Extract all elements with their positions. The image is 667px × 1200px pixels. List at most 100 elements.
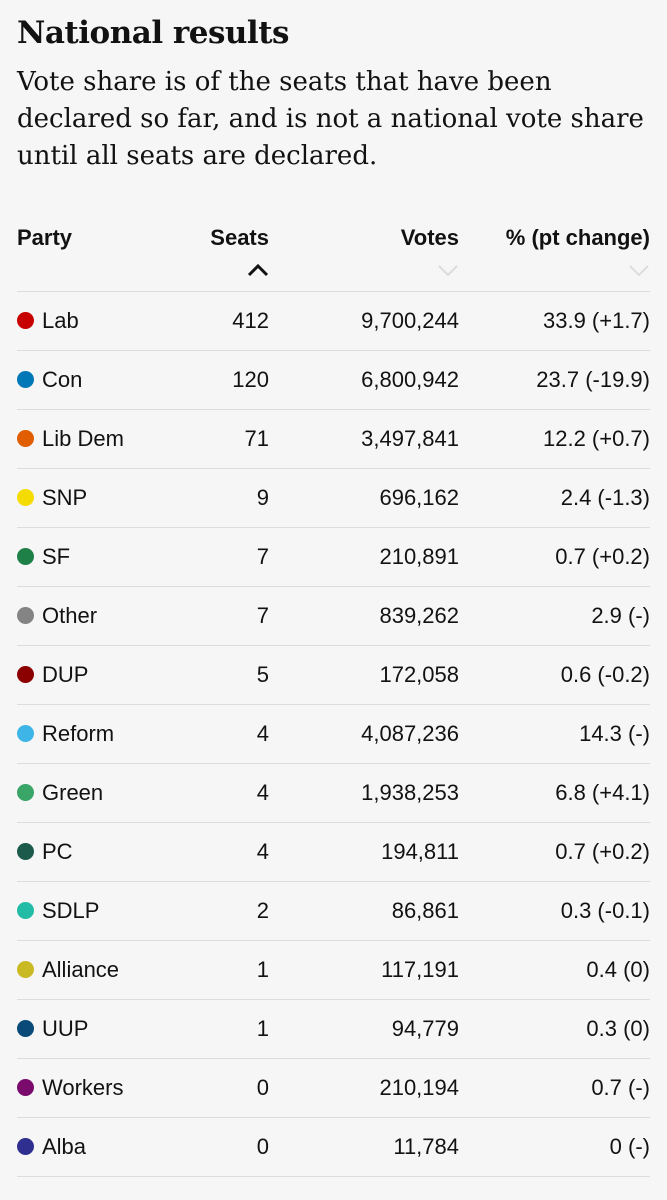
party-name: Alba: [42, 1134, 87, 1159]
pct-cell: 0.7 (+0.2): [555, 839, 650, 864]
sort-descending-icon[interactable]: [459, 257, 650, 277]
party-name: Reform: [42, 721, 115, 746]
party-cell: SF: [17, 528, 177, 587]
party-color-dot: [17, 1138, 34, 1155]
votes-cell: 117,191: [381, 957, 459, 982]
seats-cell: 1: [256, 957, 269, 982]
seats-cell: 4: [256, 839, 269, 864]
sort-ascending-icon[interactable]: [177, 257, 269, 277]
column-header-party: Party: [17, 223, 177, 292]
party-name: Workers: [42, 1075, 124, 1100]
seats-cell: 120: [232, 367, 269, 392]
party-cell: Lab: [17, 292, 177, 351]
table-row: Green 4 1,938,253 6.8 (+4.1): [17, 764, 650, 823]
party-color-dot: [17, 902, 34, 919]
table-row: SF 7 210,891 0.7 (+0.2): [17, 528, 650, 587]
sort-descending-icon[interactable]: [269, 257, 459, 277]
seats-cell: 2: [256, 898, 269, 923]
column-header-votes[interactable]: Votes: [269, 223, 459, 292]
party-name: PC: [42, 839, 73, 864]
pct-cell: 33.9 (+1.7): [542, 308, 650, 333]
seats-cell: 7: [256, 603, 269, 628]
party-color-dot: [17, 430, 34, 447]
party-name: UUP: [42, 1016, 89, 1041]
party-cell: Reform: [17, 705, 177, 764]
party-name: SF: [42, 544, 71, 569]
table-row: PC 4 194,811 0.7 (+0.2): [17, 823, 650, 882]
party-cell: SNP: [17, 469, 177, 528]
seats-cell: 5: [256, 662, 269, 687]
column-label-party: Party: [17, 225, 73, 250]
votes-cell: 210,891: [379, 544, 459, 569]
party-name: DUP: [42, 662, 89, 687]
seats-cell: 0: [256, 1075, 269, 1100]
party-name: Green: [42, 780, 104, 805]
party-cell: Workers: [17, 1059, 177, 1118]
pct-cell: 0.4 (0): [586, 957, 650, 982]
table-row: SDLP 2 86,861 0.3 (-0.1): [17, 882, 650, 941]
votes-cell: 6,800,942: [361, 367, 459, 392]
seats-cell: 412: [232, 308, 269, 333]
pct-cell: 2.4 (-1.3): [560, 485, 650, 510]
table-row: UUP 1 94,779 0.3 (0): [17, 1000, 650, 1059]
party-name: Lib Dem: [42, 426, 124, 451]
party-color-dot: [17, 607, 34, 624]
table-row: Lib Dem 71 3,497,841 12.2 (+0.7): [17, 410, 650, 469]
pct-cell: 0.3 (-0.1): [560, 898, 650, 923]
votes-cell: 94,779: [391, 1016, 459, 1041]
party-cell: Alliance: [17, 941, 177, 1000]
column-header-seats[interactable]: Seats: [177, 223, 269, 292]
party-cell: Lib Dem: [17, 410, 177, 469]
votes-cell: 194,811: [381, 839, 459, 864]
party-cell: SDLP: [17, 882, 177, 941]
votes-cell: 3,497,841: [361, 426, 459, 451]
page-title: National results: [17, 15, 289, 51]
table-row: SNP 9 696,162 2.4 (-1.3): [17, 469, 650, 528]
table-row: Reform 4 4,087,236 14.3 (-): [17, 705, 650, 764]
party-name: SNP: [42, 485, 88, 510]
votes-cell: 696,162: [379, 485, 459, 510]
party-cell: DUP: [17, 646, 177, 705]
pct-cell: 0.6 (-0.2): [560, 662, 650, 687]
party-name: Con: [42, 367, 83, 392]
party-cell: PC: [17, 823, 177, 882]
column-header-pct[interactable]: % (pt change): [459, 223, 650, 292]
party-name: SDLP: [42, 898, 100, 923]
pct-cell: 23.7 (-19.9): [536, 367, 650, 392]
party-color-dot: [17, 312, 34, 329]
votes-cell: 172,058: [379, 662, 459, 687]
results-table: Party Seats Votes % (pt change): [17, 223, 650, 1177]
party-color-dot: [17, 1079, 34, 1096]
pct-cell: 0.7 (-): [591, 1075, 650, 1100]
votes-cell: 86,861: [391, 898, 459, 923]
party-name: Alliance: [42, 957, 120, 982]
pct-cell: 0.3 (0): [586, 1016, 650, 1041]
seats-cell: 7: [256, 544, 269, 569]
seats-cell: 1: [256, 1016, 269, 1041]
seats-cell: 4: [256, 721, 269, 746]
pct-cell: 2.9 (-): [591, 603, 650, 628]
table-row: Workers 0 210,194 0.7 (-): [17, 1059, 650, 1118]
seats-cell: 0: [256, 1134, 269, 1159]
pct-cell: 14.3 (-): [579, 721, 650, 746]
seats-cell: 4: [256, 780, 269, 805]
table-row: Con 120 6,800,942 23.7 (-19.9): [17, 351, 650, 410]
votes-cell: 11,784: [393, 1134, 459, 1159]
party-color-dot: [17, 843, 34, 860]
pct-cell: 12.2 (+0.7): [542, 426, 650, 451]
party-color-dot: [17, 784, 34, 801]
votes-cell: 9,700,244: [361, 308, 459, 333]
column-label-pct: % (pt change): [505, 225, 650, 250]
votes-cell: 1,938,253: [361, 780, 459, 805]
party-color-dot: [17, 725, 34, 742]
party-color-dot: [17, 961, 34, 978]
party-cell: Con: [17, 351, 177, 410]
party-cell: Other: [17, 587, 177, 646]
table-row: Other 7 839,262 2.9 (-): [17, 587, 650, 646]
party-color-dot: [17, 666, 34, 683]
seats-cell: 71: [244, 426, 269, 451]
party-color-dot: [17, 489, 34, 506]
party-cell: Green: [17, 764, 177, 823]
page-subtitle: Vote share is of the seats that have bee…: [17, 67, 644, 171]
votes-cell: 839,262: [379, 603, 459, 628]
